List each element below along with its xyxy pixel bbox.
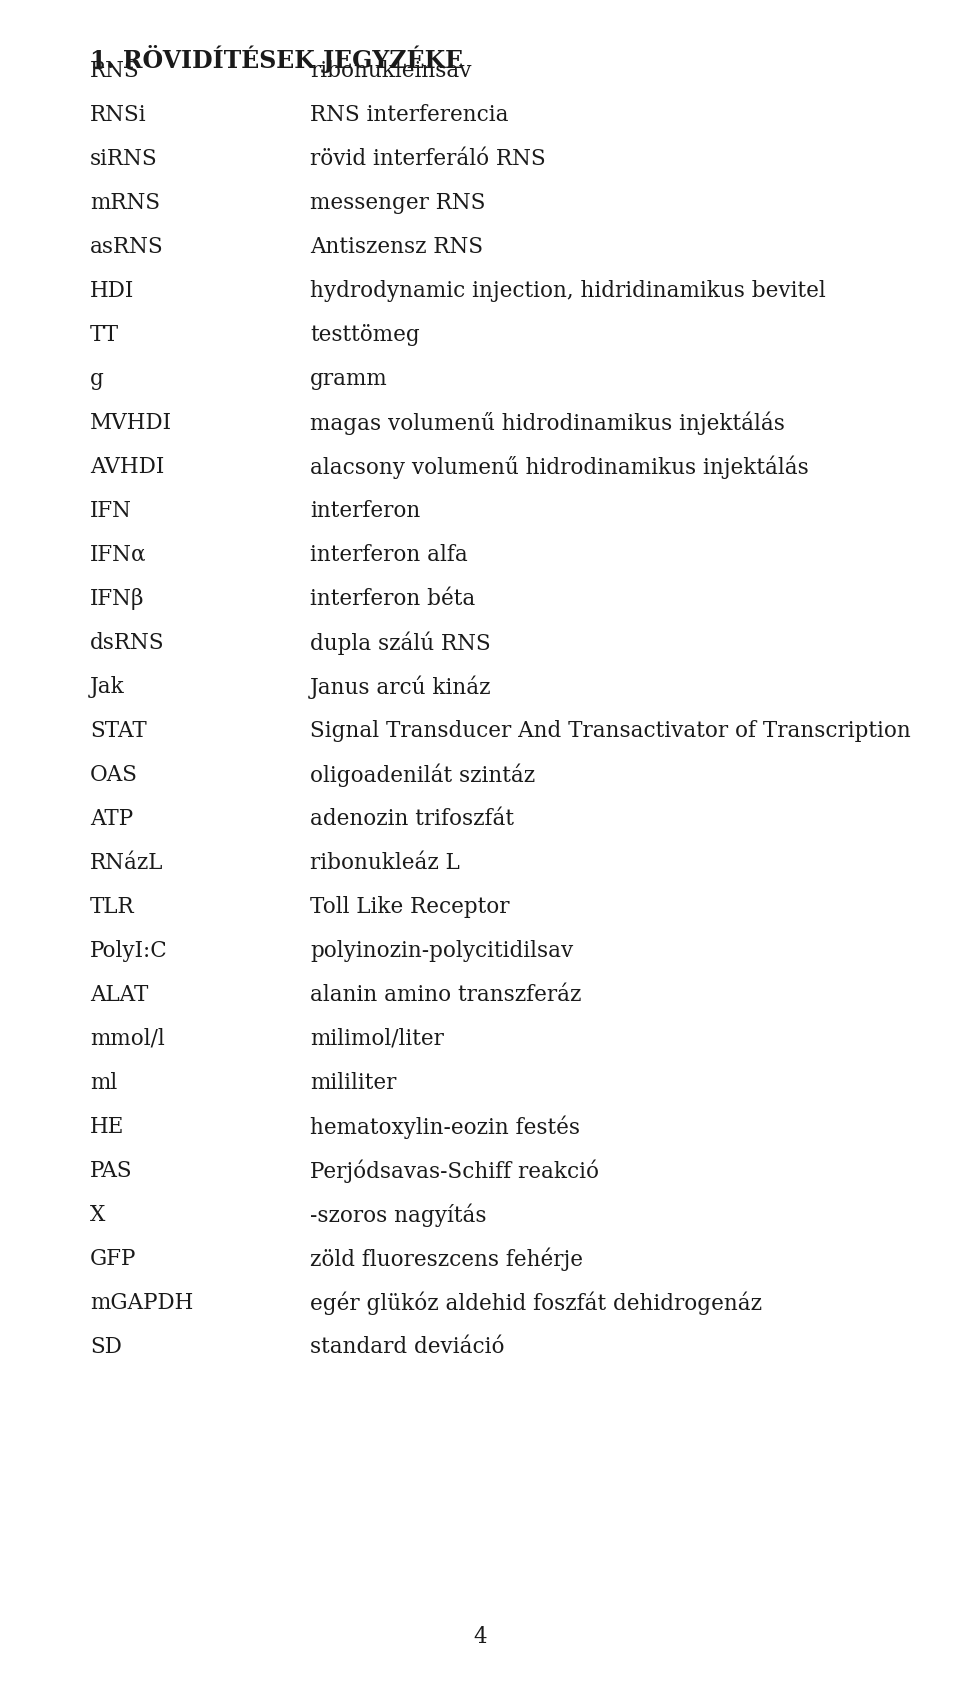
Text: SD: SD	[90, 1336, 122, 1358]
Text: oligoadenilát szintáz: oligoadenilát szintáz	[310, 764, 535, 788]
Text: alacsony volumenű hidrodinamikus injektálás: alacsony volumenű hidrodinamikus injektá…	[310, 455, 808, 479]
Text: messenger RNS: messenger RNS	[310, 192, 486, 214]
Text: RNázL: RNázL	[90, 852, 163, 873]
Text: asRNS: asRNS	[90, 236, 164, 258]
Text: 1. RÖVIDÍTÉSEK JEGYZÉKE: 1. RÖVIDÍTÉSEK JEGYZÉKE	[90, 46, 463, 73]
Text: Perjódsavas-Schiff reakció: Perjódsavas-Schiff reakció	[310, 1160, 599, 1184]
Text: TLR: TLR	[90, 895, 134, 917]
Text: siRNS: siRNS	[90, 148, 157, 170]
Text: polyinozin-polycitidilsav: polyinozin-polycitidilsav	[310, 939, 573, 961]
Text: Antiszensz RNS: Antiszensz RNS	[310, 236, 483, 258]
Text: -szoros nagyítás: -szoros nagyítás	[310, 1204, 487, 1228]
Text: interferon béta: interferon béta	[310, 588, 475, 610]
Text: egér glükóz aldehid foszfát dehidrogenáz: egér glükóz aldehid foszfát dehidrogenáz	[310, 1292, 762, 1314]
Text: Toll Like Receptor: Toll Like Receptor	[310, 895, 510, 917]
Text: gramm: gramm	[310, 367, 388, 389]
Text: OAS: OAS	[90, 764, 138, 786]
Text: alanin amino transzferáz: alanin amino transzferáz	[310, 983, 582, 1005]
Text: RNSi: RNSi	[90, 104, 147, 126]
Text: STAT: STAT	[90, 720, 147, 742]
Text: 4: 4	[473, 1627, 487, 1649]
Text: rövid interferáló RNS: rövid interferáló RNS	[310, 148, 545, 170]
Text: HE: HE	[90, 1116, 125, 1138]
Text: AVHDI: AVHDI	[90, 455, 164, 477]
Text: testtömeg: testtömeg	[310, 324, 420, 346]
Text: hematoxylin-eozin festés: hematoxylin-eozin festés	[310, 1116, 580, 1139]
Text: interferon: interferon	[310, 499, 420, 521]
Text: MVHDI: MVHDI	[90, 411, 172, 433]
Text: X: X	[90, 1204, 106, 1226]
Text: hydrodynamic injection, hidridinamikus bevitel: hydrodynamic injection, hidridinamikus b…	[310, 280, 826, 302]
Text: Signal Transducer And Transactivator of Transcription: Signal Transducer And Transactivator of …	[310, 720, 911, 742]
Text: Jak: Jak	[90, 676, 125, 698]
Text: mmol/l: mmol/l	[90, 1027, 165, 1049]
Text: g: g	[90, 367, 104, 389]
Text: ALAT: ALAT	[90, 983, 149, 1005]
Text: PolyI:C: PolyI:C	[90, 939, 168, 961]
Text: PAS: PAS	[90, 1160, 132, 1182]
Text: IFNα: IFNα	[90, 543, 147, 565]
Text: mGAPDH: mGAPDH	[90, 1292, 193, 1314]
Text: ribonukleinsav: ribonukleinsav	[310, 59, 471, 82]
Text: GFP: GFP	[90, 1248, 136, 1270]
Text: IFN: IFN	[90, 499, 132, 521]
Text: magas volumenű hidrodinamikus injektálás: magas volumenű hidrodinamikus injektálás	[310, 411, 785, 435]
Text: ribonukleáz L: ribonukleáz L	[310, 852, 460, 873]
Text: adenozin trifoszfát: adenozin trifoszfát	[310, 808, 514, 830]
Text: dsRNS: dsRNS	[90, 632, 164, 654]
Text: standard deviáció: standard deviáció	[310, 1336, 505, 1358]
Text: Janus arcú kináz: Janus arcú kináz	[310, 676, 492, 700]
Text: interferon alfa: interferon alfa	[310, 543, 468, 565]
Text: HDI: HDI	[90, 280, 134, 302]
Text: milimol/liter: milimol/liter	[310, 1027, 444, 1049]
Text: mililiter: mililiter	[310, 1071, 396, 1094]
Text: dupla szálú RNS: dupla szálú RNS	[310, 632, 491, 655]
Text: mRNS: mRNS	[90, 192, 160, 214]
Text: RNS: RNS	[90, 59, 140, 82]
Text: ATP: ATP	[90, 808, 133, 830]
Text: IFNβ: IFNβ	[90, 588, 145, 610]
Text: zöld fluoreszcens fehérje: zöld fluoreszcens fehérje	[310, 1248, 583, 1272]
Text: ml: ml	[90, 1071, 117, 1094]
Text: RNS interferencia: RNS interferencia	[310, 104, 509, 126]
Text: TT: TT	[90, 324, 119, 346]
